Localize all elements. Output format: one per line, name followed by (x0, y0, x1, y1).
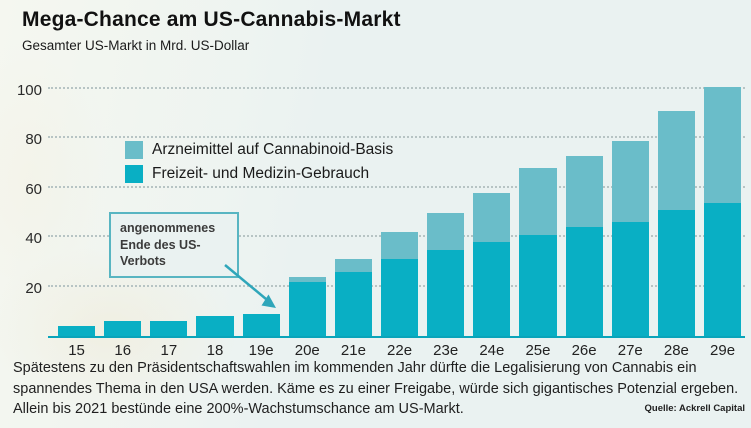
bar-28e: 28e (657, 111, 695, 359)
bar-24e: 24e (473, 192, 511, 359)
y-axis-tick-label: 80 (25, 131, 42, 149)
x-axis-label: 27e (617, 342, 643, 359)
x-axis-label: 19e (248, 342, 274, 359)
bar-27e: 27e (611, 140, 649, 359)
bar-15: 15 (58, 326, 96, 359)
segment-arzneimittel (334, 259, 372, 272)
x-axis-label: 23e (433, 342, 459, 359)
x-axis-label: 26e (571, 342, 597, 359)
bar-20e: 20e (288, 276, 326, 359)
segment-freizeit-medizin (519, 234, 557, 336)
segment-freizeit-medizin (380, 259, 419, 336)
x-axis-label: 18 (206, 342, 224, 359)
page-subtitle: Gesamter US-Markt in Mrd. US-Dollar (22, 38, 250, 53)
bar-16: 16 (104, 321, 142, 359)
chart-legend: Arzneimittel auf Cannabinoid-Basis Freiz… (125, 141, 393, 183)
segment-freizeit-medizin (657, 210, 695, 336)
bar-18: 18 (196, 316, 234, 359)
source-credit: Quelle: Ackrell Capital (644, 403, 746, 414)
x-axis-label: 24e (479, 342, 505, 359)
bar-23e: 23e (427, 212, 465, 359)
segment-arzneimittel (565, 155, 603, 228)
segment-freizeit-medizin (473, 242, 511, 336)
bar-22e: 22e (380, 232, 419, 359)
x-axis-label: 17 (160, 342, 178, 359)
bar-21e: 21e (334, 259, 372, 359)
segment-freizeit-medizin (104, 321, 142, 336)
bars-container: 15 16 17 18 19e 20e 21e 22e 23e 24e 25e 26e 27e 28e 29… (48, 84, 745, 359)
x-axis-label: 16 (114, 342, 132, 359)
x-axis-label: 25e (525, 342, 551, 359)
x-axis-label: 22e (387, 342, 413, 359)
x-axis-label: 28e (663, 342, 689, 359)
bar-25e: 25e (519, 168, 557, 359)
segment-freizeit-medizin (703, 202, 742, 336)
segment-freizeit-medizin (427, 249, 465, 336)
segment-arzneimittel (427, 212, 465, 250)
segment-arzneimittel (611, 140, 649, 223)
gridline-60 (48, 185, 745, 188)
segment-freizeit-medizin (58, 326, 96, 336)
segment-freizeit-medizin (611, 222, 649, 336)
x-axis-label: 29e (710, 342, 736, 359)
bar-17: 17 (150, 321, 188, 359)
page-title: Mega-Chance am US-Cannabis-Markt (22, 8, 401, 31)
y-axis-tick-label: 100 (16, 82, 42, 99)
legend-label: Arzneimittel auf Cannabinoid-Basis (152, 141, 394, 158)
segment-arzneimittel (473, 192, 511, 243)
segment-freizeit-medizin (565, 227, 603, 336)
legend-label: Freizeit- und Medizin-Gebrauch (152, 165, 370, 182)
segment-arzneimittel (657, 111, 695, 211)
segment-freizeit-medizin (242, 313, 280, 336)
annotation-box: angenommenes Ende des US-Verbots (109, 212, 239, 278)
segment-arzneimittel (703, 86, 742, 203)
legend-item-arzneimittel: Arzneimittel auf Cannabinoid-Basis (125, 141, 393, 159)
legend-swatch-light-teal (125, 141, 143, 159)
x-axis-label: 21e (340, 342, 366, 359)
x-axis-label: 20e (294, 342, 320, 359)
caption-text: Spätestens zu den Präsidentschaftswahlen… (13, 360, 739, 418)
y-axis-tick-label: 20 (25, 279, 42, 297)
segment-freizeit-medizin (150, 321, 188, 336)
y-axis-tick-label: 60 (25, 180, 42, 198)
x-axis-label: 15 (68, 342, 85, 359)
bar-29e: 29e (703, 86, 742, 359)
segment-arzneimittel (519, 168, 557, 235)
bar-26e: 26e (565, 155, 603, 359)
gridline-100 (48, 87, 745, 89)
legend-item-freizeit: Freizeit- und Medizin-Gebrauch (125, 165, 393, 183)
segment-arzneimittel (380, 232, 419, 260)
segment-freizeit-medizin (196, 316, 234, 336)
legend-swatch-dark-teal (125, 165, 143, 183)
plot-area: 20 40 60 80 100 15 16 17 18 19e 20e 21e 22e 23e 24e 25e… (17, 82, 745, 359)
segment-freizeit-medizin (288, 281, 326, 336)
bar-19e: 19e (242, 313, 280, 359)
y-axis-tick-label: 40 (25, 230, 42, 248)
segment-arzneimittel (288, 276, 326, 282)
segment-freizeit-medizin (334, 271, 372, 336)
gridline-80 (48, 136, 745, 139)
